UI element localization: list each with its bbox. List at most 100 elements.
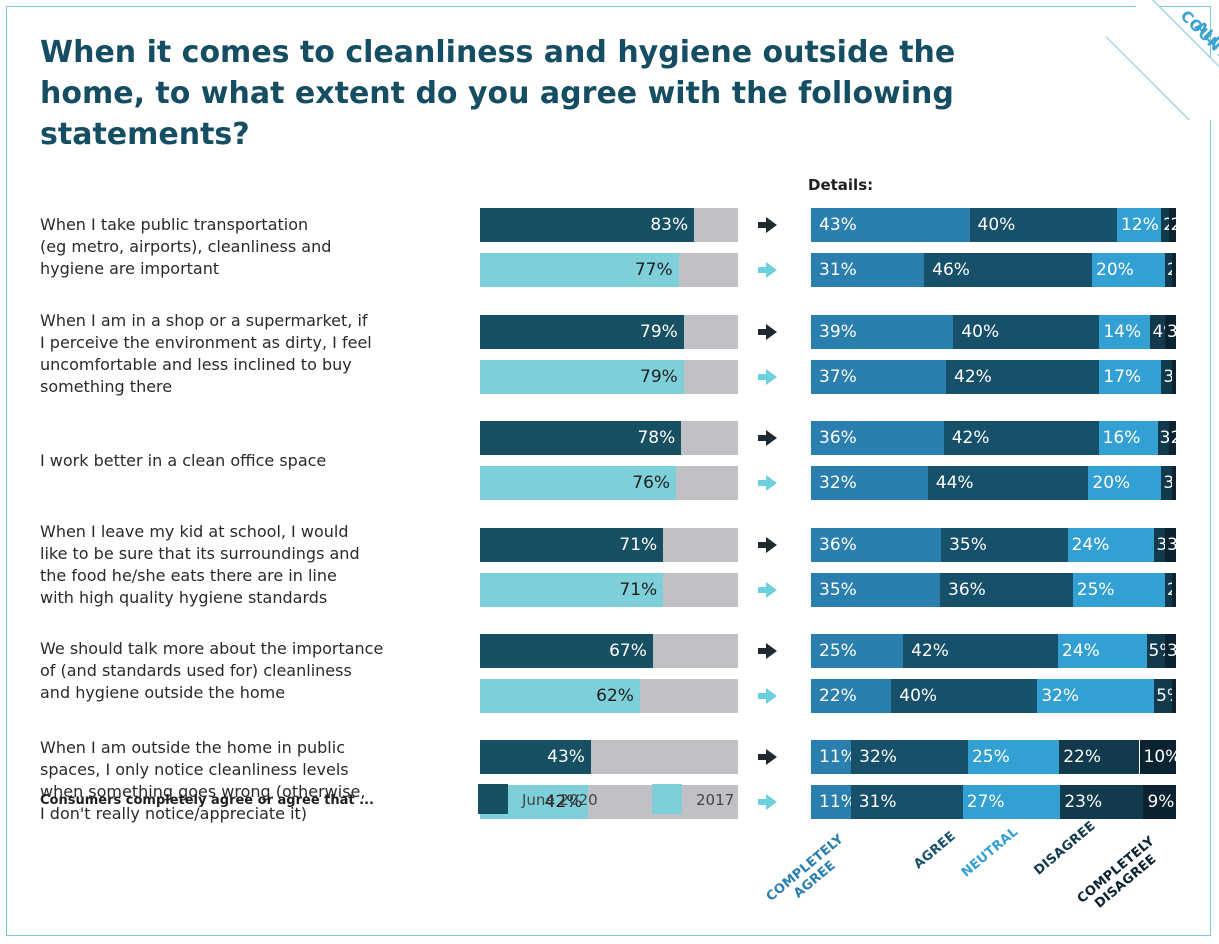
bar-fill: 83%	[480, 208, 695, 242]
segment-agree: 46%	[924, 253, 1093, 287]
statement-line: I perceive the environment as dirty, I f…	[40, 333, 372, 352]
bar-value-label: 67%	[609, 641, 647, 661]
details-label: Details:	[808, 176, 874, 194]
segment-neutral: 20%	[1092, 253, 1166, 287]
segment-agree: 40%	[969, 208, 1117, 242]
segment-value-label: 32%	[859, 747, 897, 767]
bar-value-label: 78%	[637, 428, 676, 448]
segment-value-label: 1%	[1174, 580, 1202, 600]
segment-value-label: 22%	[819, 686, 857, 706]
segment-value-label: 27%	[966, 792, 1005, 812]
segment-value-label: 42%	[951, 428, 990, 448]
bar-fill: 78%	[480, 421, 682, 455]
legend-label-2020: June 2020	[522, 791, 598, 809]
segment-completely-agree: 32%	[811, 466, 928, 500]
segment-disagree: 5%	[1146, 634, 1175, 668]
statement-line: When I am in a shop or a supermarket, if	[40, 311, 368, 330]
bar-june-2020: 79%	[480, 315, 738, 349]
bar-fill: 62%	[480, 679, 640, 713]
segment-neutral: 12%	[1117, 208, 1162, 242]
segment-completely-disagree: 1%	[1172, 253, 1201, 287]
segment-value-label: 24%	[1071, 535, 1110, 555]
segment-neutral: 20%	[1088, 466, 1162, 500]
bar-fill: 71%	[480, 573, 664, 607]
segment-completely-disagree: 10%	[1139, 740, 1181, 774]
statement-line: When I am outside the home in public	[40, 738, 345, 757]
bar-value-label: 83%	[650, 215, 689, 235]
statement-line: and hygiene outside the home	[40, 683, 286, 702]
segment-neutral: 25%	[1072, 573, 1165, 607]
statement-line: like to be sure that its surroundings an…	[40, 544, 360, 563]
segment-completely-disagree: 3%	[1164, 634, 1194, 668]
segment-agree: 32%	[851, 740, 968, 774]
legend-swatch-2020	[478, 784, 508, 814]
detail-stacked-bar: 32% 44% 20% 3% 1%	[811, 466, 1201, 500]
segment-neutral: 16%	[1098, 421, 1158, 455]
segment-value-label: 10%	[1143, 747, 1182, 767]
bar-value-label: 42%	[544, 792, 583, 812]
segment-value-label: 11%	[819, 792, 857, 812]
bar-2017: 77%	[480, 253, 738, 287]
segment-agree: 40%	[891, 679, 1038, 713]
detail-stacked-bar: 11% 31% 27% 23% 9%	[811, 785, 1176, 819]
all-countries-badge: ALL COUNTRIES	[1099, 0, 1219, 120]
statement-text: We should talk more about the importance…	[40, 638, 460, 704]
segment-value-label: 35%	[819, 580, 857, 600]
arrow-right-icon	[758, 749, 777, 765]
bar-fill: 67%	[480, 634, 653, 668]
segment-completely-disagree: 9%	[1143, 785, 1176, 819]
segment-neutral: 27%	[962, 785, 1061, 819]
detail-stacked-bar: 25% 42% 24% 5% 3%	[811, 634, 1194, 668]
segment-value-label: 43%	[819, 215, 857, 235]
segment-value-label: 11%	[819, 747, 857, 767]
legend-caption: Consumers completely agree or agree that…	[40, 793, 374, 808]
chart-title: When it comes to cleanliness and hygiene…	[40, 35, 956, 152]
bar-2017: 71%	[480, 573, 738, 607]
segment-value-label: 42%	[911, 641, 949, 661]
detail-stacked-bar: 36% 42% 16% 3%2%	[811, 421, 1198, 455]
statement-text: When I am in a shop or a supermarket, if…	[40, 310, 460, 398]
statement-line: We should talk more about the importance	[40, 639, 384, 658]
segment-value-label: 1%	[1174, 367, 1202, 387]
segment-value-label: 42%	[954, 367, 992, 387]
segment-agree: 40%	[953, 315, 1100, 349]
bar-fill: 71%	[480, 528, 664, 562]
arrow-right-icon	[758, 794, 777, 810]
segment-value-label: 44%	[935, 473, 974, 493]
segment-value-label: 25%	[819, 641, 857, 661]
bar-value-label: 43%	[547, 747, 585, 767]
segment-value-label: 35%	[949, 535, 987, 555]
segment-neutral: 17%	[1099, 360, 1162, 394]
segment-value-label: 32%	[819, 473, 857, 493]
segment-value-label: 3%	[1166, 641, 1194, 661]
bar-value-label: 79%	[640, 367, 678, 387]
statement-line: When I take public transportation	[40, 215, 309, 234]
segment-value-label: 20%	[1092, 473, 1131, 493]
bar-june-2020: 67%	[480, 634, 738, 668]
segment-value-label: 25%	[971, 747, 1010, 767]
arrow-right-icon	[758, 217, 777, 233]
statement-line: (eg metro, airports), cleanliness and	[40, 237, 332, 256]
detail-stacked-bar: 35% 36% 25% 2% 1%	[811, 573, 1201, 607]
segment-disagree: 3%	[1157, 421, 1187, 455]
segment-value-label: 24%	[1062, 641, 1100, 661]
arrow-right-icon	[758, 582, 777, 598]
bar-value-label: 76%	[632, 473, 671, 493]
segment-value-label: 39%	[819, 322, 857, 342]
statement-line: When I leave my kid at school, I would	[40, 522, 349, 541]
statement-line: with high quality hygiene standards	[40, 588, 328, 607]
segment-neutral: 24%	[1067, 528, 1155, 562]
segment-value-label: 3%	[1167, 322, 1195, 342]
statement-text: When I leave my kid at school, I would li…	[40, 521, 460, 609]
bar-june-2020: 71%	[480, 528, 738, 562]
segment-value-label: 2%	[1170, 215, 1198, 235]
segment-completely-agree: 11%	[811, 785, 857, 819]
bar-fill: 79%	[480, 360, 684, 394]
detail-stacked-bar: 11% 32% 25% 22% 10%	[811, 740, 1181, 774]
bar-june-2020: 78%	[480, 421, 738, 455]
segment-disagree: 3%	[1161, 360, 1190, 394]
statement-text: When I am outside the home in public spac…	[40, 737, 460, 825]
detail-stacked-bar: 36% 35% 24% 3%3%	[811, 528, 1194, 562]
segment-value-label: 3%	[1167, 535, 1195, 555]
segment-completely-disagree: 2%	[1168, 421, 1198, 455]
